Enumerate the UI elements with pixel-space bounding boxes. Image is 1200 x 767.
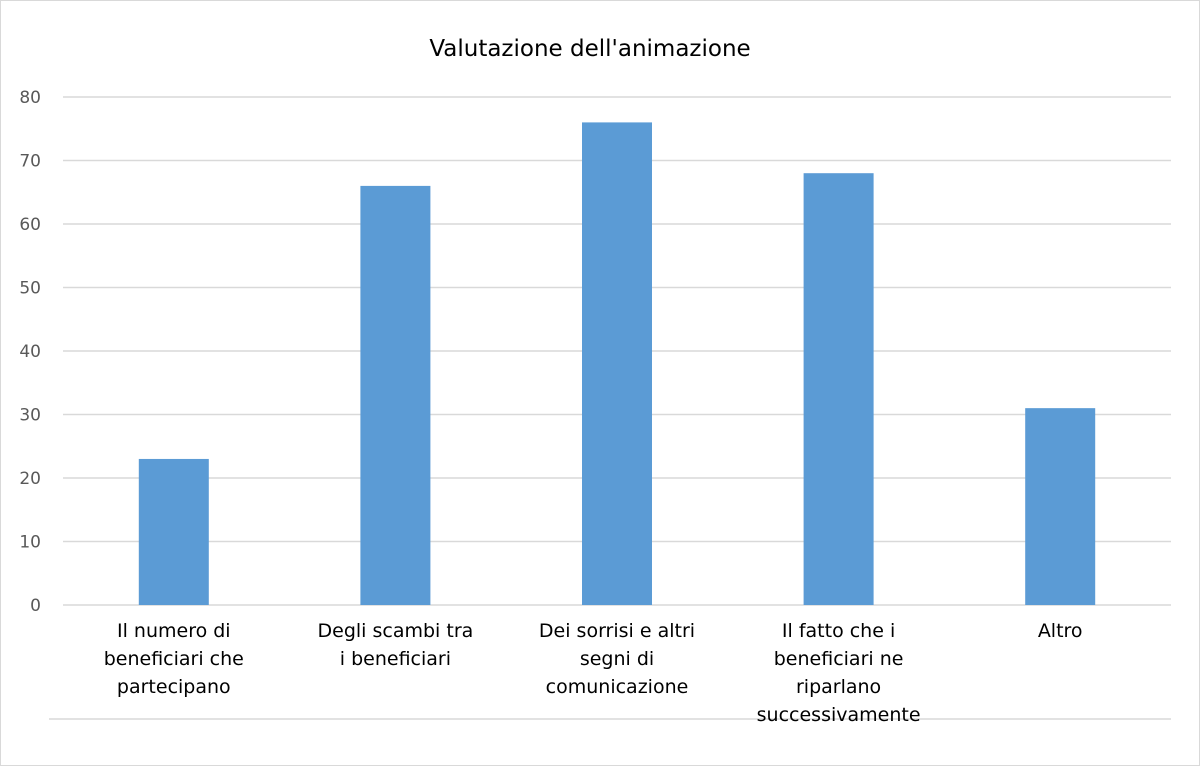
y-tick-label-20: 20 <box>19 469 41 489</box>
category-label-2-line-1: Degli scambi tra <box>318 620 474 642</box>
category-label-1-line-2: beneficiari che <box>104 648 244 670</box>
y-axis-ticks: 0 10 20 30 40 50 60 70 80 <box>19 88 41 616</box>
y-tick-label-40: 40 <box>19 342 41 362</box>
bars <box>138 122 1096 606</box>
category-label-3-line-2: segni di <box>580 648 654 670</box>
y-tick-label-50: 50 <box>19 279 41 299</box>
chart-title: Valutazione dell'animazione <box>429 36 750 62</box>
y-tick-label-30: 30 <box>19 406 41 426</box>
bar-5 <box>1025 408 1096 605</box>
y-tick-label-60: 60 <box>19 215 41 235</box>
category-label-1-line-1: Il numero di <box>117 620 231 642</box>
category-label-3-line-3: comunicazione <box>546 676 689 698</box>
bar-4 <box>803 173 874 605</box>
bar-1 <box>138 458 209 605</box>
x-axis-labels: Il numero di beneficiari che partecipano De… <box>104 620 1083 726</box>
category-label-1-line-3: partecipano <box>117 676 231 698</box>
y-tick-label-80: 80 <box>19 88 41 108</box>
bar-2 <box>360 185 431 605</box>
bar-3 <box>582 122 652 606</box>
category-label-5-line-1: Altro <box>1038 620 1083 642</box>
category-label-4-line-1: Il fatto che i <box>782 620 895 642</box>
category-label-4-line-4: successivamente <box>757 704 921 726</box>
y-tick-label-10: 10 <box>19 533 41 553</box>
category-label-4-line-2: beneficiari ne <box>774 648 904 670</box>
y-tick-label-0: 0 <box>30 596 41 616</box>
y-tick-label-70: 70 <box>19 152 41 172</box>
category-label-2-line-2: i beneficiari <box>340 648 451 670</box>
category-label-3-line-1: Dei sorrisi e altri <box>539 620 695 642</box>
category-label-4-line-3: riparlano <box>796 676 881 698</box>
